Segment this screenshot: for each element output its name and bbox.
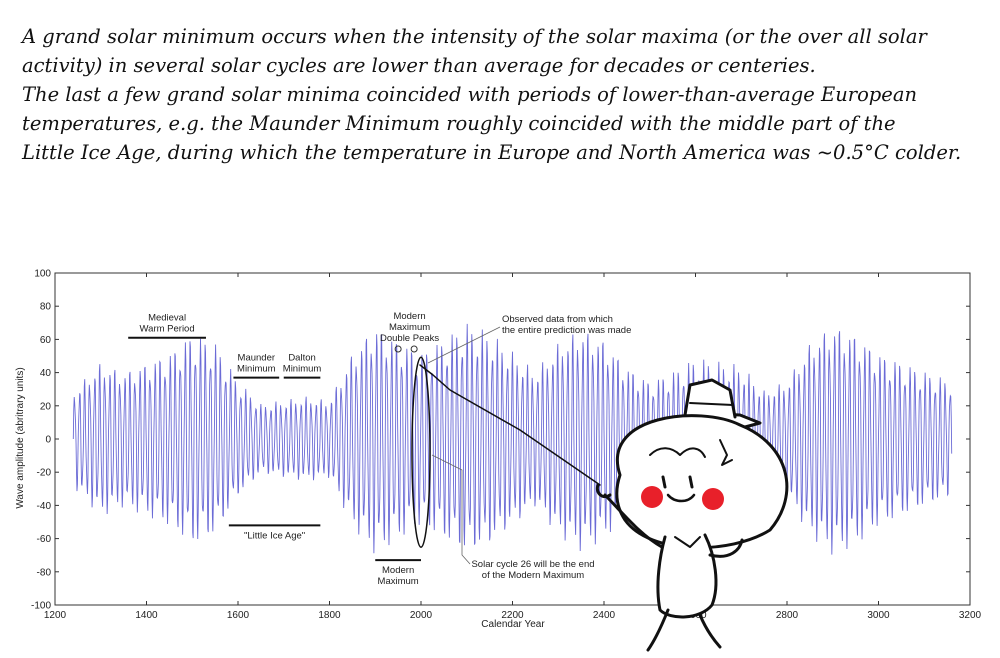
y-tick-label: -60: [37, 534, 52, 545]
y-tick-label: 60: [40, 335, 52, 346]
callout-line: [431, 454, 471, 565]
annotation-text: Modern: [393, 311, 425, 322]
y-tick-label: -40: [37, 501, 52, 512]
chart-axes: 1200140016001800200022002400260028003000…: [31, 269, 982, 622]
annotation-text: the entire prediction was made: [502, 325, 631, 336]
x-tick-label: 1600: [227, 610, 250, 621]
annotation-text: "Little Ice Age": [244, 530, 305, 541]
annotation-text: Solar cycle 26 will be the end: [471, 559, 594, 570]
annotation-text: Modern: [382, 565, 414, 576]
peak-marker: [394, 345, 402, 353]
x-tick-label: 2200: [501, 610, 524, 621]
note-line: Little Ice Age, during which the tempera…: [22, 141, 962, 164]
annotation-text: Dalton: [288, 353, 315, 364]
annotation-text: Maximum: [389, 322, 430, 333]
annotation-text: Double Peaks: [380, 333, 439, 344]
y-tick-label: 80: [40, 302, 52, 313]
x-tick-label: 2800: [776, 610, 799, 621]
y-tick-label: -80: [37, 567, 52, 578]
annotation-text: Maximum: [378, 576, 419, 587]
annotation-text: Maunder: [238, 353, 276, 364]
annotation-text: Warm Period: [140, 324, 195, 335]
note-line: The last a few grand solar minima coinci…: [22, 83, 918, 106]
x-tick-label: 2400: [593, 610, 616, 621]
head: [615, 414, 789, 550]
y-tick-label: 100: [34, 269, 51, 280]
annotation-text: of the Modern Maximum: [482, 570, 585, 581]
observed-data-ellipse: [411, 356, 431, 549]
solar-cycle-chart: 1200140016001800200022002400260028003000…: [15, 269, 982, 652]
x-tick-label: 3200: [959, 610, 982, 621]
y-tick-label: 0: [45, 435, 51, 446]
x-tick-label: 2000: [410, 610, 433, 621]
x-axis-label: Calendar Year: [481, 619, 545, 630]
annotation-text: Minimum: [283, 364, 322, 375]
x-tick-label: 1200: [44, 610, 67, 621]
y-tick-label: -20: [37, 468, 52, 479]
x-tick-label: 3000: [867, 610, 890, 621]
cartoon-character-illustration: [419, 364, 789, 652]
y-tick-label: 20: [40, 401, 52, 412]
note-line: activity) in several solar cycles are lo…: [22, 54, 816, 77]
peak-marker: [410, 345, 418, 353]
y-tick-label: 40: [40, 368, 52, 379]
wave-series-line: [72, 323, 953, 555]
y-tick-label: -100: [31, 601, 51, 612]
annotation-text: Minimum: [237, 364, 276, 375]
y-axis-label: Wave amplitude (abritrary units): [15, 367, 26, 508]
handwritten-note: A grand solar minimum occurs when the in…: [22, 22, 987, 167]
note-line: A grand solar minimum occurs when the in…: [22, 25, 927, 48]
body: [656, 533, 718, 619]
x-tick-label: 1800: [318, 610, 341, 621]
note-line: temperatures, e.g. the Maunder Minimum r…: [22, 112, 896, 135]
annotation-text: Medieval: [148, 313, 186, 324]
callout-line: [427, 326, 501, 364]
x-tick-label: 1400: [135, 610, 158, 621]
pointer-stick: [419, 364, 601, 486]
series-layer: [72, 323, 953, 555]
annotation-text: Observed data from which: [502, 314, 613, 325]
